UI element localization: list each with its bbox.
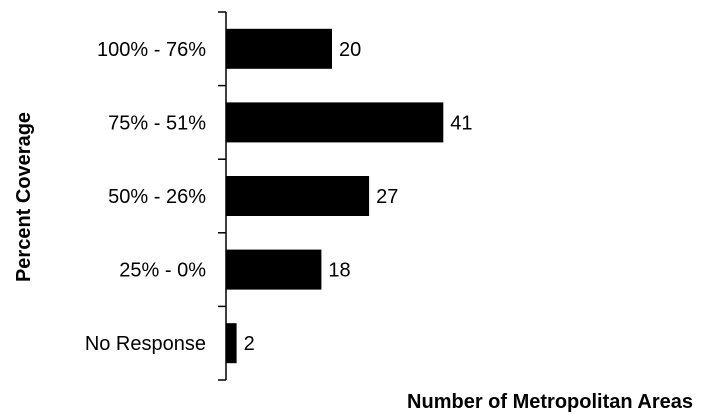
x-axis-title: Number of Metropolitan Areas: [407, 391, 693, 413]
y-tick-label: No Response: [85, 333, 206, 355]
bar: [226, 323, 237, 364]
plot-area: 100% - 76% 75% - 51% 50% - 26% 25% - 0% No R…: [85, 11, 473, 381]
y-axis-ticks: [218, 11, 226, 381]
data-label: 18: [328, 260, 350, 282]
data-label: 2: [244, 333, 255, 355]
bar: [226, 28, 332, 69]
y-axis-title: Percent Coverage: [13, 112, 35, 282]
y-tick-label: 25% - 0%: [119, 260, 206, 282]
y-tick-label: 75% - 51%: [108, 112, 206, 134]
y-tick-label: 100% - 76%: [97, 39, 206, 61]
bar: [226, 249, 322, 290]
data-label: 41: [450, 112, 472, 134]
bar-series: [226, 28, 444, 364]
bar: [226, 176, 370, 216]
y-tick-labels: 100% - 76% 75% - 51% 50% - 26% 25% - 0% No R…: [85, 39, 206, 355]
y-tick-label: 50% - 26%: [108, 186, 206, 208]
data-label: 20: [339, 39, 361, 61]
data-label: 27: [376, 186, 398, 208]
data-labels: 20 41 27 18 2: [244, 39, 473, 355]
bar: [226, 102, 444, 143]
